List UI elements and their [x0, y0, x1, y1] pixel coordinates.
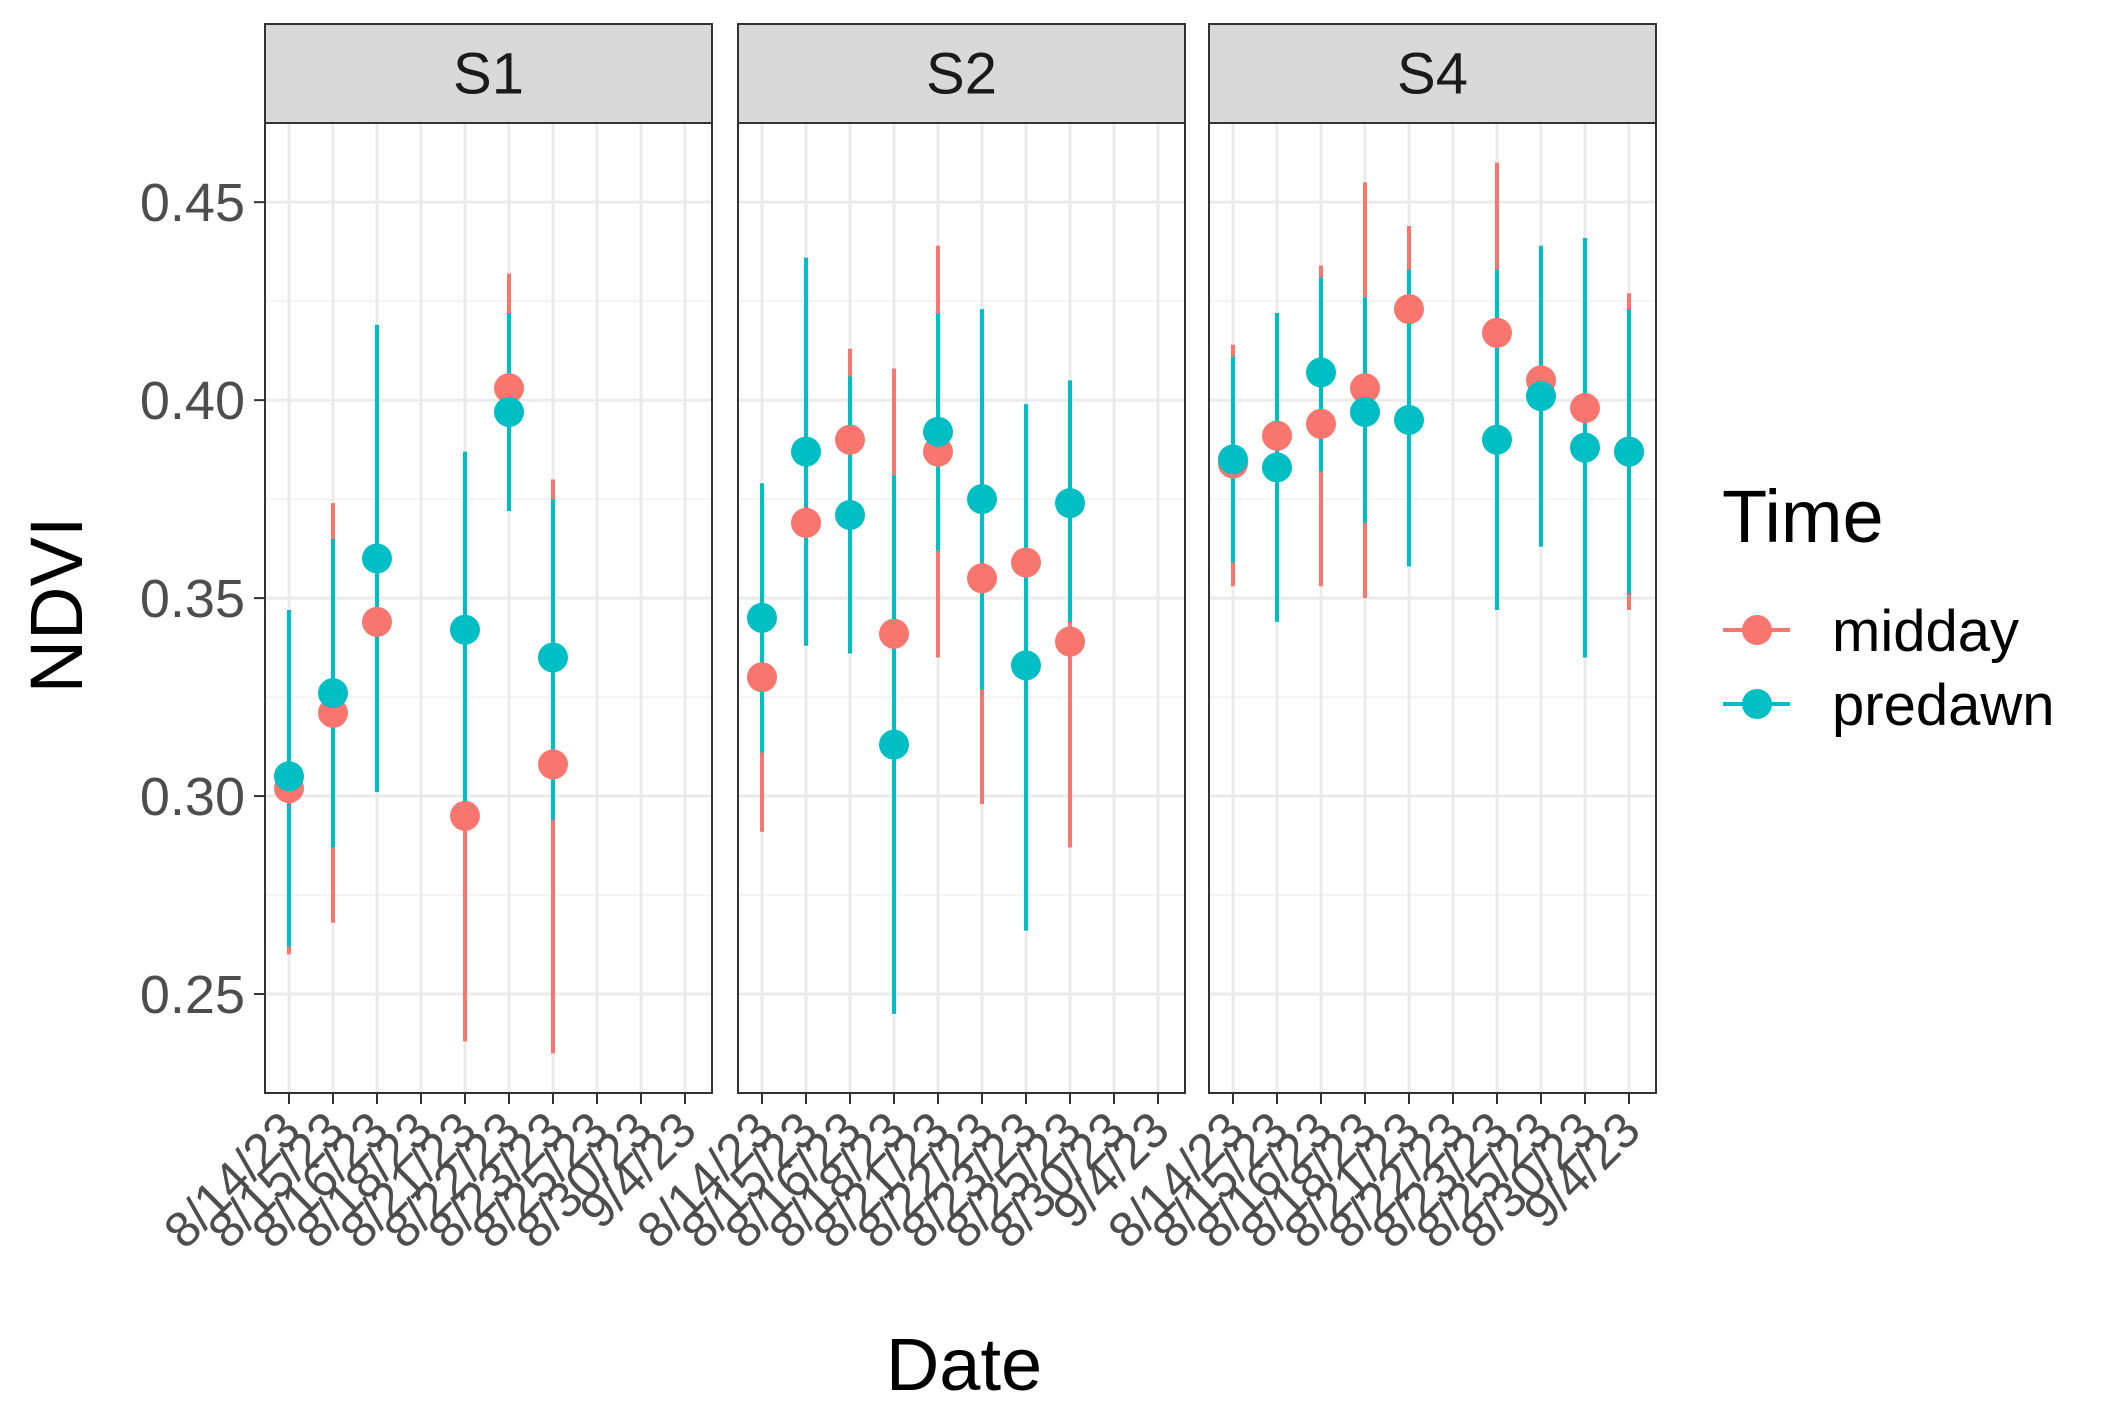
y-tick-label: 0.45 [140, 173, 245, 233]
facet-panel-s4: S48/14/238/15/238/16/238/18/238/21/238/2… [1097, 23, 1657, 1259]
point-midday [1394, 294, 1424, 325]
legend-entry-midday: midday [1723, 599, 2019, 664]
point-predawn [923, 416, 953, 447]
point-predawn [318, 678, 348, 709]
point-predawn [1055, 488, 1085, 519]
point-predawn [791, 436, 821, 467]
point-midday [879, 618, 909, 649]
point-predawn [1614, 436, 1644, 467]
x-axis-title: Date [886, 1323, 1042, 1406]
point-midday [538, 749, 568, 780]
point-predawn [1482, 424, 1512, 455]
y-tick-label: 0.35 [140, 569, 245, 629]
legend-entry-predawn: predawn [1723, 673, 2054, 738]
point-predawn [1218, 444, 1248, 475]
legend-label: predawn [1832, 673, 2054, 738]
panels-layer: S18/14/238/15/238/16/238/18/238/21/238/2… [153, 23, 1657, 1259]
facet-strip-label: S2 [926, 42, 997, 107]
facet-strip [1208, 23, 1657, 124]
y-tick-label: 0.25 [140, 965, 245, 1025]
point-predawn [1526, 381, 1556, 412]
point-midday [1570, 393, 1600, 424]
legend: Time midday predawn [1722, 475, 2054, 738]
point-midday [1262, 420, 1292, 451]
facet-strip-label: S4 [1397, 42, 1468, 107]
y-tick-label: 0.30 [140, 767, 245, 827]
point-midday [1350, 373, 1380, 404]
point-midday [1482, 317, 1512, 348]
point-predawn [1011, 650, 1041, 681]
y-axis: 0.25 0.30 0.35 0.40 0.45 [140, 173, 265, 1025]
point-predawn [1262, 452, 1292, 483]
point-predawn [1350, 397, 1380, 428]
facet-strip-label: S1 [453, 42, 524, 107]
point-midday [1055, 626, 1085, 657]
point-midday [835, 424, 865, 455]
point-predawn [1394, 404, 1424, 435]
legend-title: Time [1722, 475, 1884, 558]
panel-border [737, 122, 1186, 1094]
point-midday [362, 606, 392, 637]
point-predawn [274, 761, 304, 792]
legend-label: midday [1832, 599, 2019, 664]
point-predawn [967, 484, 997, 515]
legend-entries: midday predawn [1723, 599, 2054, 738]
facet-strip [264, 23, 713, 124]
point-predawn [1306, 357, 1336, 388]
panel-background [265, 123, 712, 1093]
point-predawn [879, 729, 909, 760]
point-predawn [1570, 432, 1600, 463]
legend-key-point [1742, 615, 1772, 645]
point-midday [1306, 408, 1336, 439]
point-midday [494, 373, 524, 404]
point-predawn [747, 602, 777, 633]
point-predawn [835, 499, 865, 530]
point-predawn [538, 642, 568, 673]
y-axis-title: NDVI [15, 517, 98, 694]
point-predawn [450, 614, 480, 645]
point-midday [791, 507, 821, 538]
point-midday [967, 563, 997, 594]
facet-panel-s1: S18/14/238/15/238/16/238/18/238/21/238/2… [153, 23, 713, 1259]
panel-border [264, 122, 713, 1094]
point-midday [747, 662, 777, 693]
y-tick-label: 0.40 [140, 371, 245, 431]
legend-key-point [1742, 689, 1772, 719]
point-midday [1011, 547, 1041, 578]
panel-background [1209, 123, 1656, 1093]
panel-border [1208, 122, 1657, 1094]
point-predawn [494, 397, 524, 428]
point-predawn [362, 543, 392, 574]
point-midday [450, 800, 480, 831]
panel-background [738, 123, 1185, 1093]
facet-strip [737, 23, 1186, 124]
